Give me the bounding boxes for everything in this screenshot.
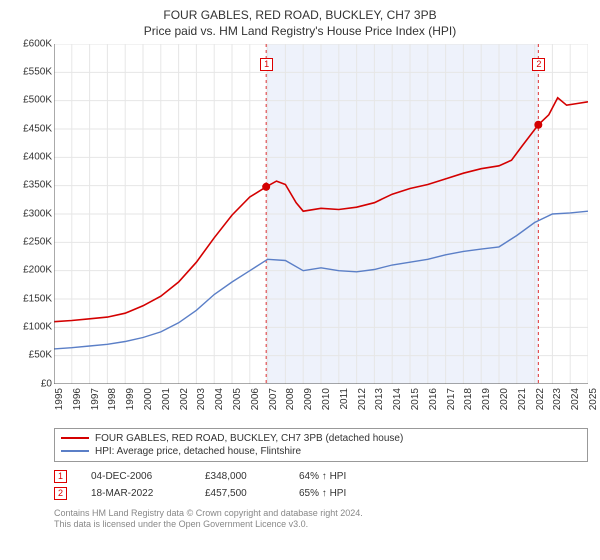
y-tick-label: £350K xyxy=(23,180,52,191)
page-subtitle: Price paid vs. HM Land Registry's House … xyxy=(10,24,590,38)
y-tick-label: £0 xyxy=(41,378,52,389)
x-tick-label: 2001 xyxy=(161,388,172,410)
x-tick-label: 2008 xyxy=(285,388,296,410)
y-tick-label: £600K xyxy=(23,38,52,49)
x-tick-label: 2004 xyxy=(214,388,225,410)
sale-row: 1 04-DEC-2006 £348,000 64% ↑ HPI xyxy=(54,468,588,485)
y-tick-label: £450K xyxy=(23,123,52,134)
x-tick-label: 2024 xyxy=(570,388,581,410)
x-tick-label: 1999 xyxy=(125,388,136,410)
x-tick-label: 2019 xyxy=(481,388,492,410)
x-tick-label: 1995 xyxy=(54,388,65,410)
y-tick-label: £150K xyxy=(23,293,52,304)
x-tick-label: 2022 xyxy=(535,388,546,410)
x-tick-label: 2007 xyxy=(268,388,279,410)
sales-table: 1 04-DEC-2006 £348,000 64% ↑ HPI 2 18-MAR-202… xyxy=(54,468,588,502)
x-tick-label: 2011 xyxy=(339,388,350,410)
x-tick-label: 2002 xyxy=(179,388,190,410)
y-tick-label: £500K xyxy=(23,95,52,106)
sale-marker-2: 2 xyxy=(532,58,545,71)
x-tick-label: 2009 xyxy=(303,388,314,410)
x-tick-label: 2025 xyxy=(588,388,599,410)
sale-row: 2 18-MAR-2022 £457,500 65% ↑ HPI xyxy=(54,485,588,502)
sale-price: £457,500 xyxy=(205,488,275,499)
y-tick-label: £250K xyxy=(23,236,52,247)
sale-delta: 65% ↑ HPI xyxy=(299,488,346,499)
sale-price: £348,000 xyxy=(205,471,275,482)
sale-marker-icon: 2 xyxy=(54,487,67,500)
y-tick-label: £50K xyxy=(29,350,52,361)
x-tick-label: 2020 xyxy=(499,388,510,410)
legend-label: HPI: Average price, detached house, Flin… xyxy=(95,446,301,457)
y-tick-label: £300K xyxy=(23,208,52,219)
legend-item: FOUR GABLES, RED ROAD, BUCKLEY, CH7 3PB … xyxy=(61,432,581,445)
footer-line-2: This data is licensed under the Open Gov… xyxy=(54,519,588,530)
x-tick-label: 2012 xyxy=(357,388,368,410)
y-tick-label: £200K xyxy=(23,265,52,276)
x-tick-label: 2023 xyxy=(552,388,563,410)
y-tick-label: £550K xyxy=(23,66,52,77)
x-tick-label: 2013 xyxy=(374,388,385,410)
legend-item: HPI: Average price, detached house, Flin… xyxy=(61,445,581,458)
x-tick-label: 2006 xyxy=(250,388,261,410)
x-tick-label: 2005 xyxy=(232,388,243,410)
x-tick-label: 2016 xyxy=(428,388,439,410)
y-axis: £0£50K£100K£150K£200K£250K£300K£350K£400… xyxy=(10,44,54,384)
sale-date: 04-DEC-2006 xyxy=(91,471,181,482)
y-tick-label: £100K xyxy=(23,321,52,332)
x-tick-label: 1996 xyxy=(72,388,83,410)
x-tick-label: 2014 xyxy=(392,388,403,410)
x-tick-label: 2015 xyxy=(410,388,421,410)
line-chart-svg xyxy=(54,44,588,384)
sale-marker-icon: 1 xyxy=(54,470,67,483)
x-tick-label: 2017 xyxy=(446,388,457,410)
x-tick-label: 2018 xyxy=(463,388,474,410)
legend-swatch xyxy=(61,450,89,452)
legend-box: FOUR GABLES, RED ROAD, BUCKLEY, CH7 3PB … xyxy=(54,428,588,462)
x-tick-label: 2010 xyxy=(321,388,332,410)
chart-area: £0 £50K £100K £150K £200K £250K £300K £350K £400… xyxy=(10,44,590,424)
x-tick-label: 2003 xyxy=(196,388,207,410)
plot-area: 12 xyxy=(54,44,588,384)
footer-line-1: Contains HM Land Registry data © Crown c… xyxy=(54,508,588,519)
sale-marker-1: 1 xyxy=(260,58,273,71)
x-axis: 1995 1996 1997 1998 1999 2000 2001 2002 2003 2004… xyxy=(54,384,588,424)
y-tick-label: £400K xyxy=(23,151,52,162)
sale-date: 18-MAR-2022 xyxy=(91,488,181,499)
legend-swatch xyxy=(61,437,89,439)
legend-label: FOUR GABLES, RED ROAD, BUCKLEY, CH7 3PB … xyxy=(95,433,403,444)
page-title: FOUR GABLES, RED ROAD, BUCKLEY, CH7 3PB xyxy=(10,8,590,24)
sale-delta: 64% ↑ HPI xyxy=(299,471,346,482)
x-tick-label: 1997 xyxy=(90,388,101,410)
x-tick-label: 2000 xyxy=(143,388,154,410)
x-tick-label: 2021 xyxy=(517,388,528,410)
x-tick-label: 1998 xyxy=(107,388,118,410)
footer-attribution: Contains HM Land Registry data © Crown c… xyxy=(54,508,588,531)
